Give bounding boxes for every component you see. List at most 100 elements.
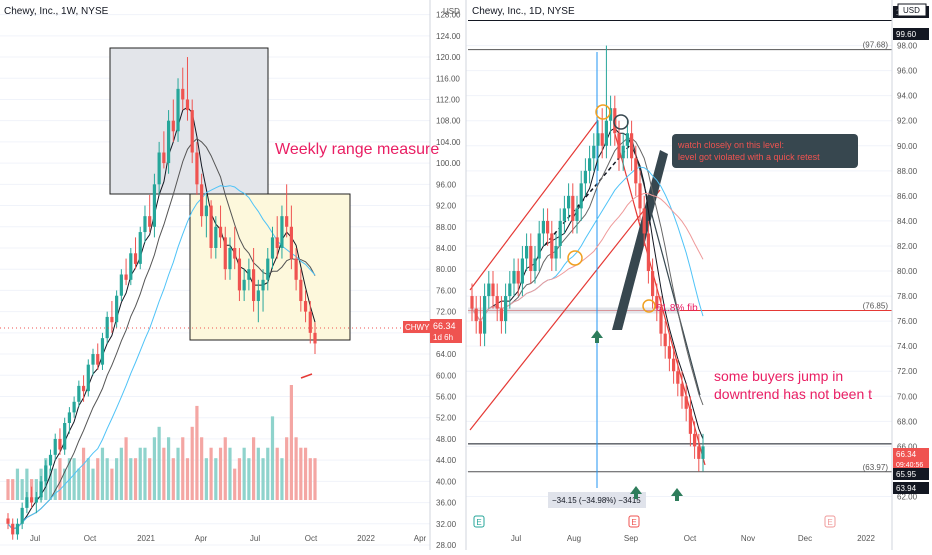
left-volume-bar-54	[261, 458, 265, 500]
right-candle-body-53	[693, 433, 697, 447]
circle-marker-4	[642, 299, 656, 313]
left-price-tick-25: 28.00	[436, 541, 457, 550]
right-tag-bg-4	[893, 482, 929, 494]
left-candle-body-23	[115, 295, 119, 323]
left-candle-body-22	[110, 316, 114, 323]
left-price-tick-3: 116.00	[436, 74, 460, 83]
left-axis-price-tag	[430, 319, 462, 343]
left-volume-bar-45	[218, 447, 223, 500]
left-candle-body-32	[157, 152, 161, 185]
left-candle-body-43	[209, 205, 213, 248]
event-badge-bg-1	[628, 515, 640, 528]
left-candle-body-36	[176, 88, 180, 132]
right-candle-body-54	[697, 446, 701, 459]
left-volume-bar-32	[157, 426, 161, 500]
left-price-tick-18: 56.00	[436, 392, 457, 401]
left-candle-body-25	[124, 274, 128, 280]
left-candle-body-20	[100, 338, 105, 365]
left-candle-body-55	[266, 258, 270, 280]
right-candle-body-17	[541, 220, 545, 234]
left-candle-body-53	[256, 290, 260, 302]
left-volume-bar-41	[200, 437, 204, 500]
right-candle-body-14	[529, 245, 533, 272]
left-volume-bar-44	[214, 458, 218, 500]
left-volume-bar-43	[209, 447, 213, 500]
right-time-tick-3: Oct	[684, 534, 697, 543]
right-time-tick-2: Sep	[624, 534, 639, 543]
circle-marker-1	[595, 104, 611, 120]
left-price-tick-10: 88.00	[436, 223, 457, 232]
left-volume-bar-30	[148, 458, 152, 500]
left-volume-bar-56	[270, 416, 275, 500]
right-candle-body-26	[579, 183, 583, 209]
note-pointer	[612, 150, 668, 330]
left-volume-bar-16	[81, 447, 86, 500]
level-label-0: (97.68)	[863, 41, 889, 50]
left-volume-bar-26	[129, 458, 133, 500]
right-trend-lines	[469, 52, 706, 488]
left-volume-bar-38	[185, 458, 190, 500]
right-candle-body-35	[617, 133, 621, 159]
right-candle-body-2	[478, 321, 482, 334]
right-price-tick-5: 88.00	[897, 167, 918, 176]
left-volume-bar-64	[308, 458, 312, 500]
left-price-tick-21: 44.00	[436, 456, 457, 465]
left-volume-bar-65	[313, 458, 317, 500]
note-line-2: level got violated with a quick retest	[678, 152, 820, 162]
right-tag-bg-3	[893, 468, 929, 480]
measure-label-bg	[548, 492, 646, 508]
left-axis-price-value: 66.34	[433, 321, 456, 331]
right-currency-left: USD	[443, 7, 460, 16]
left-candle-body-60	[289, 226, 293, 259]
right-price-tick-1: 96.00	[897, 67, 918, 76]
left-time-tick-0: Jul	[30, 534, 40, 543]
right-tag-sub-2: 09:40:56	[896, 462, 923, 469]
right-candle-body-8	[504, 296, 508, 322]
left-volume-bars	[6, 385, 317, 500]
left-candle-body-15	[77, 385, 81, 402]
left-volume-bar-14	[72, 458, 76, 500]
right-candle-body-15	[533, 258, 537, 272]
left-candle-body-4	[25, 497, 29, 508]
right-ma-1	[471, 137, 704, 406]
right-candle-body-4	[487, 283, 491, 297]
left-candle-body-33	[162, 152, 166, 164]
left-candle-body-16	[81, 385, 86, 392]
left-price-tick-12: 80.00	[436, 265, 457, 274]
event-badge-bg-2	[824, 515, 836, 528]
right-price-tick-18: 62.00	[897, 492, 918, 501]
left-candle-body-11	[58, 438, 62, 450]
left-volume-bar-35	[171, 458, 175, 500]
channel-lower	[469, 189, 661, 431]
left-volume-bar-15	[77, 468, 81, 500]
left-price-tick-0: 128.00	[436, 11, 461, 20]
left-candle-body-26	[129, 253, 133, 280]
left-time-tick-1: Oct	[84, 534, 97, 543]
left-candle-body-44	[214, 226, 218, 248]
left-volume-bar-57	[275, 447, 279, 500]
right-price-tick-4: 90.00	[897, 142, 918, 151]
left-candle-body-0	[6, 518, 10, 524]
left-price-tick-9: 92.00	[436, 202, 457, 211]
left-candle-body-49	[237, 258, 242, 291]
left-volume-bar-47	[228, 447, 232, 500]
right-price-tick-6: 86.00	[897, 192, 918, 201]
left-axis-countdown: 1d 6h	[433, 333, 453, 342]
right-candle-body-41	[642, 208, 646, 234]
right-tag-value-1: 99.60	[896, 30, 917, 39]
left-time-axis: Jul Oct 2021 Apr Jul Oct 2022 Apr	[30, 534, 427, 543]
left-volume-bar-58	[280, 458, 284, 500]
left-candle-body-21	[105, 316, 109, 339]
event-badge-bg-0	[473, 515, 485, 528]
left-candle-body-47	[228, 247, 232, 270]
left-volume-bar-39	[190, 426, 194, 500]
right-candle-body-27	[583, 170, 587, 184]
left-candle-body-40	[195, 152, 199, 185]
left-candle-body-3	[20, 507, 24, 524]
right-title: Chewy, Inc., 1D, NYSE	[472, 6, 575, 17]
right-candle-body-19	[550, 233, 554, 259]
left-volume-bar-53	[256, 447, 260, 500]
left-candle-body-65	[313, 332, 317, 344]
level-label-1: (76.85)	[863, 301, 889, 310]
